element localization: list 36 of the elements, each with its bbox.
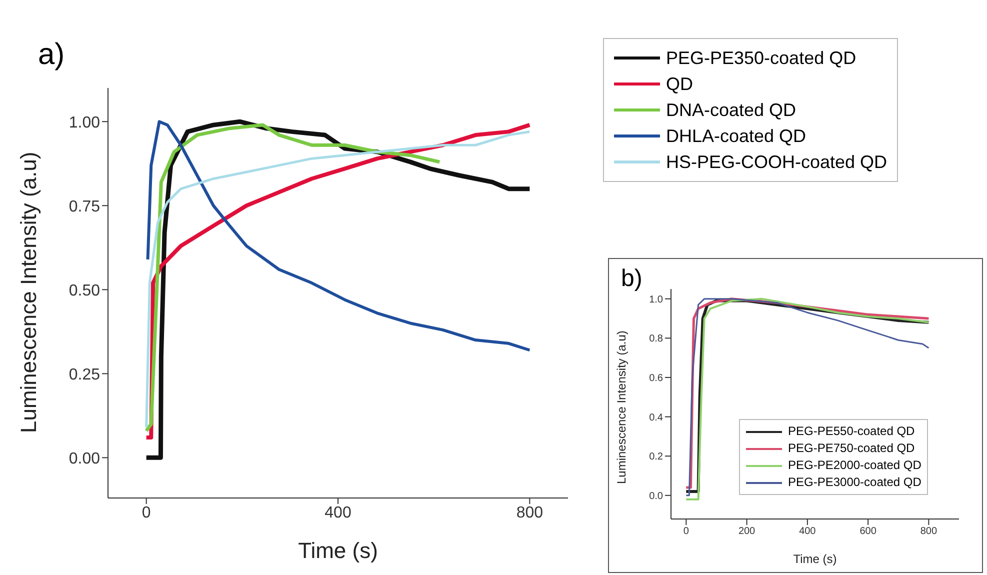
line-series xyxy=(144,123,442,433)
x-tick-label: 400 xyxy=(799,526,816,538)
legend-label: PEG-PE550-coated QD xyxy=(788,423,915,440)
y-tick-label: 1.0 xyxy=(649,294,664,306)
x-tick-label: 600 xyxy=(860,526,877,538)
y-tick-label: 1.00 xyxy=(68,114,100,132)
legend-label: DHLA-coated QD xyxy=(666,125,806,148)
y-axis-title: Luminescence Intensity (a.u) xyxy=(614,330,628,484)
x-tick-label: 0 xyxy=(142,504,151,522)
x-tick-label: 400 xyxy=(324,504,352,522)
y-tick-label: 0.2 xyxy=(649,452,664,463)
x-tick-label: 0 xyxy=(683,526,690,538)
legend-label: DNA-coated QD xyxy=(666,99,796,122)
x-tick-label: 800 xyxy=(516,504,544,522)
x-tick-label: 200 xyxy=(738,526,756,538)
legend-label: PEG-PE750-coated QD xyxy=(788,440,915,457)
y-tick-label: 0.25 xyxy=(68,366,100,384)
y-tick-label: 0.8 xyxy=(649,334,664,345)
x-tick-label: 800 xyxy=(920,526,938,538)
legend-label: PEG-PE3000-coated QD xyxy=(788,474,922,491)
y-tick-label: 0.6 xyxy=(649,373,664,384)
y-axis-title: Luminescence Intensity (a.u) xyxy=(16,152,41,433)
line-series xyxy=(146,120,532,352)
x-axis-title: Time (s) xyxy=(298,538,378,563)
y-tick-label: 0.50 xyxy=(68,282,100,300)
x-axis-title: Time (s) xyxy=(793,552,837,566)
y-tick-label: 0.75 xyxy=(68,198,100,216)
legend-label: PEG-PE2000-coated QD xyxy=(788,457,922,474)
legend-label: PEG-PE350-coated QD xyxy=(666,47,856,70)
y-tick-label: 0.00 xyxy=(68,450,100,468)
chart-title: a) xyxy=(38,38,65,72)
y-tick-label: 0.4 xyxy=(649,412,664,424)
legend-label: HS-PEG-COOH-coated QD xyxy=(666,151,888,174)
chart-title: b) xyxy=(621,265,642,293)
legend-label: QD xyxy=(666,73,693,96)
y-tick-label: 0.0 xyxy=(649,490,664,502)
